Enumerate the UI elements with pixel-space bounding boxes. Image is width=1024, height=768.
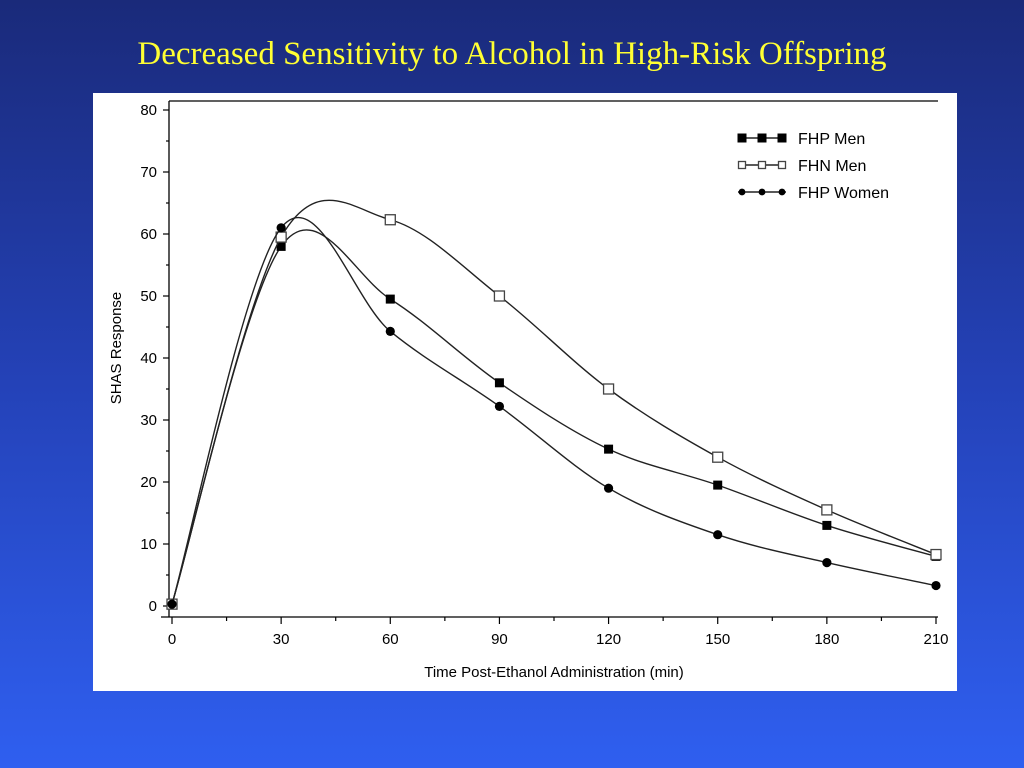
x-tick-label: 60 — [382, 631, 399, 648]
x-tick-label: 30 — [273, 631, 290, 648]
data-point-fhn-men — [384, 214, 396, 226]
data-point-fhp-men — [385, 294, 395, 304]
x-tick-label: 120 — [596, 631, 621, 648]
x-tick-label: 180 — [814, 631, 839, 648]
y-tick-label: 10 — [140, 536, 157, 553]
x-axis-label: Time Post-Ethanol Administration (min) — [424, 664, 684, 681]
legend-label-fhp-women: FHP Women — [798, 185, 889, 202]
data-point-fhp-women — [603, 483, 614, 493]
legend-marker-fhp-men — [757, 133, 767, 143]
data-point-fhp-men — [713, 480, 723, 490]
legend-marker-fhn-men — [737, 160, 747, 170]
legend-marker-fhp-women — [778, 188, 786, 196]
legend-marker-fhn-men — [757, 160, 767, 170]
data-point-fhp-men — [604, 444, 614, 454]
data-point-fhn-men — [821, 504, 833, 516]
legend-label-fhn-men: FHN Men — [798, 158, 866, 175]
y-tick-label: 0 — [149, 598, 157, 615]
data-point-fhp-women — [494, 401, 505, 411]
data-point-fhp-men — [494, 378, 504, 388]
y-tick-label: 40 — [140, 350, 157, 367]
y-tick-label: 30 — [140, 412, 157, 429]
y-tick-label: 20 — [140, 474, 157, 491]
y-axis-label: SHAS Response — [108, 292, 125, 405]
data-point-fhp-women — [167, 599, 177, 609]
data-point-fhn-men — [712, 451, 724, 463]
legend-label-fhp-men: FHP Men — [798, 131, 865, 148]
legend-marker-fhp-women — [738, 188, 746, 196]
data-point-fhp-women — [822, 558, 832, 568]
x-tick-label: 0 — [168, 631, 176, 648]
data-point-fhp-women — [276, 223, 286, 233]
series-line-fhp-men — [171, 229, 937, 605]
y-tick-label: 50 — [140, 288, 157, 305]
x-tick-label: 90 — [491, 631, 508, 648]
slide-title: Decreased Sensitivity to Alcohol in High… — [137, 36, 887, 72]
data-point-fhn-men — [930, 548, 942, 561]
legend-marker-fhn-men — [777, 160, 787, 170]
chart-panel: 0 10 20 30 40 50 60 70 80 0 30 60 90 120 150 180 210 Time… — [93, 93, 957, 691]
data-point-fhp-men — [276, 241, 286, 251]
x-tick-label: 210 — [923, 631, 948, 648]
series-line-fhp-women — [171, 217, 937, 605]
y-tick-label: 80 — [140, 102, 157, 119]
legend-marker-fhp-men — [777, 133, 787, 143]
y-tick-label: 60 — [140, 226, 157, 243]
legend-marker-fhp-women — [758, 188, 766, 196]
x-tick-label: 150 — [705, 631, 730, 648]
data-point-fhp-women — [931, 580, 941, 591]
data-point-fhp-men — [822, 520, 832, 530]
data-point-fhn-men — [493, 290, 506, 302]
data-point-fhp-women — [385, 326, 395, 336]
legend-marker-fhp-men — [737, 133, 747, 143]
series-line-fhn-men — [171, 199, 937, 605]
y-tick-label: 70 — [140, 164, 157, 181]
line-chart: 0 10 20 30 40 50 60 70 80 0 30 60 90 120 150 180 210 Time… — [108, 100, 949, 681]
data-point-fhp-women — [713, 530, 723, 540]
data-point-fhn-men — [602, 383, 615, 395]
